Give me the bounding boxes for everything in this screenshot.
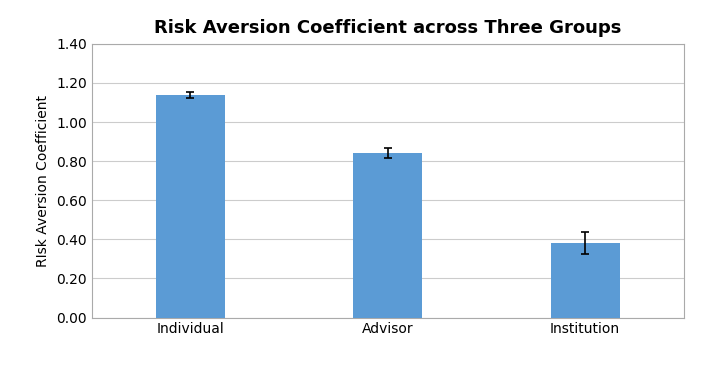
- Title: Risk Aversion Coefficient across Three Groups: Risk Aversion Coefficient across Three G…: [154, 19, 621, 37]
- Y-axis label: RIsk Aversion Coefficient: RIsk Aversion Coefficient: [37, 95, 51, 267]
- Bar: [353, 153, 422, 318]
- Bar: [551, 243, 620, 318]
- Bar: [156, 95, 225, 318]
